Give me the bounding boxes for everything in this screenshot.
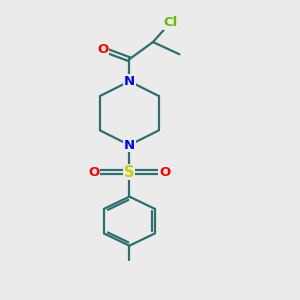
Text: N: N [124, 75, 135, 88]
Text: O: O [97, 43, 109, 56]
Text: O: O [159, 166, 170, 178]
Text: N: N [124, 139, 135, 152]
Text: Cl: Cl [164, 16, 178, 29]
Text: S: S [124, 165, 135, 180]
Text: O: O [88, 166, 100, 178]
